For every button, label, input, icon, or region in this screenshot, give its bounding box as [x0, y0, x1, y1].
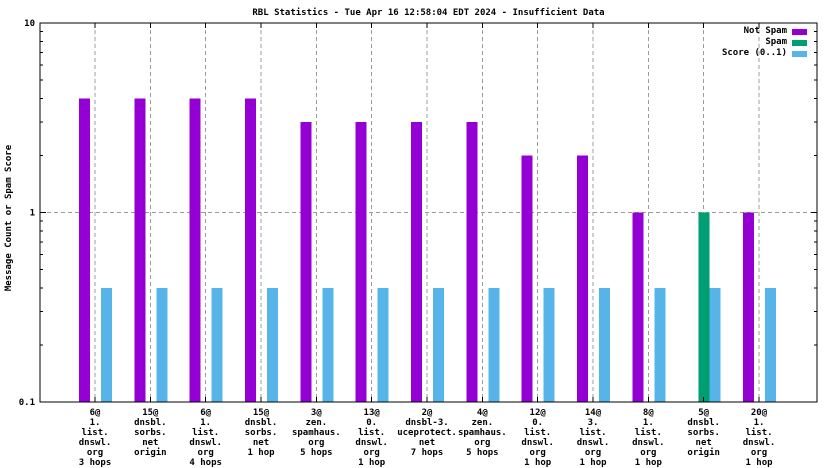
x-category-label-3: 15@ dnsbl. sorbs. net 1 hop	[245, 408, 278, 458]
bar-score-12	[765, 287, 776, 402]
x-category-label-1: 15@ dnsbl. sorbs. net origin	[134, 408, 167, 458]
x-category-label-7: 4@ zen. spamhaus. org 5 hops	[458, 408, 507, 458]
bar-score-2	[211, 287, 223, 402]
bar-score-6	[433, 287, 444, 402]
y-tick-label: 10	[24, 19, 35, 29]
bar-not-spam-1	[134, 98, 146, 402]
legend-item-spam: Spam	[722, 37, 807, 48]
bar-score-5	[377, 287, 389, 402]
x-category-label-12: 20@ 1. list. dnswl. org 1 hop	[743, 408, 776, 468]
legend-label-not-spam: Not Spam	[743, 26, 787, 36]
bar-not-spam-2	[189, 98, 201, 402]
bar-score-9	[599, 287, 610, 402]
bar-not-spam-8	[521, 155, 533, 402]
legend-item-not-spam: Not Spam	[722, 26, 807, 37]
chart-title: RBL Statistics - Tue Apr 16 12:58:04 EDT…	[252, 8, 605, 18]
bar-not-spam-7	[466, 122, 478, 403]
legend-label-score: Score (0..1)	[721, 48, 787, 58]
legend-swatch-spam	[792, 39, 807, 46]
bar-spam-11	[698, 212, 710, 402]
legend-label-spam: Spam	[765, 37, 787, 47]
x-category-label-0: 6@ 1. list. dnswl. org 3 hops	[79, 408, 112, 468]
legend: Not Spam Spam Score (0..1)	[722, 26, 807, 59]
bar-score-7	[488, 287, 500, 402]
bar-not-spam-10	[632, 212, 644, 402]
x-category-label-10: 8@ 1. list. dnswl. org 1 hop	[632, 408, 665, 468]
legend-swatch-not-spam	[792, 28, 807, 35]
bar-not-spam-0	[79, 98, 90, 402]
bar-score-3	[267, 287, 278, 402]
bar-not-spam-3	[245, 98, 256, 402]
bar-score-4	[322, 287, 334, 402]
x-category-label-5: 13@ 0. list. dnswl. org 1 hop	[355, 408, 388, 468]
bar-score-10	[654, 287, 666, 402]
legend-swatch-score	[792, 50, 807, 57]
bar-not-spam-4	[300, 122, 312, 403]
bar-not-spam-12	[743, 212, 754, 402]
y-tick-label: 0.1	[19, 398, 35, 408]
x-category-label-2: 6@ 1. list. dnswl. org 4 hops	[189, 408, 222, 468]
x-category-label-8: 12@ 0. list. dnswl. org 1 hop	[521, 408, 554, 468]
bar-not-spam-5	[355, 122, 367, 403]
legend-item-score: Score (0..1)	[722, 48, 807, 59]
bar-not-spam-9	[577, 155, 588, 402]
bar-not-spam-6	[411, 122, 422, 403]
x-category-label-4: 3@ zen. spamhaus. org 5 hops	[292, 408, 341, 458]
x-category-label-9: 14@ 3. list. dnswl. org 1 hop	[577, 408, 610, 468]
bar-score-11	[709, 287, 721, 402]
y-tick-label: 1	[30, 209, 35, 219]
x-category-label-6: 2@ dnsbl-3. uceprotect. net 7 hops	[397, 408, 457, 458]
x-category-label-11: 5@ dnsbl. sorbs. net origin	[687, 408, 720, 458]
bar-score-8	[543, 287, 555, 402]
bar-score-0	[101, 287, 112, 402]
bar-score-1	[156, 287, 168, 402]
